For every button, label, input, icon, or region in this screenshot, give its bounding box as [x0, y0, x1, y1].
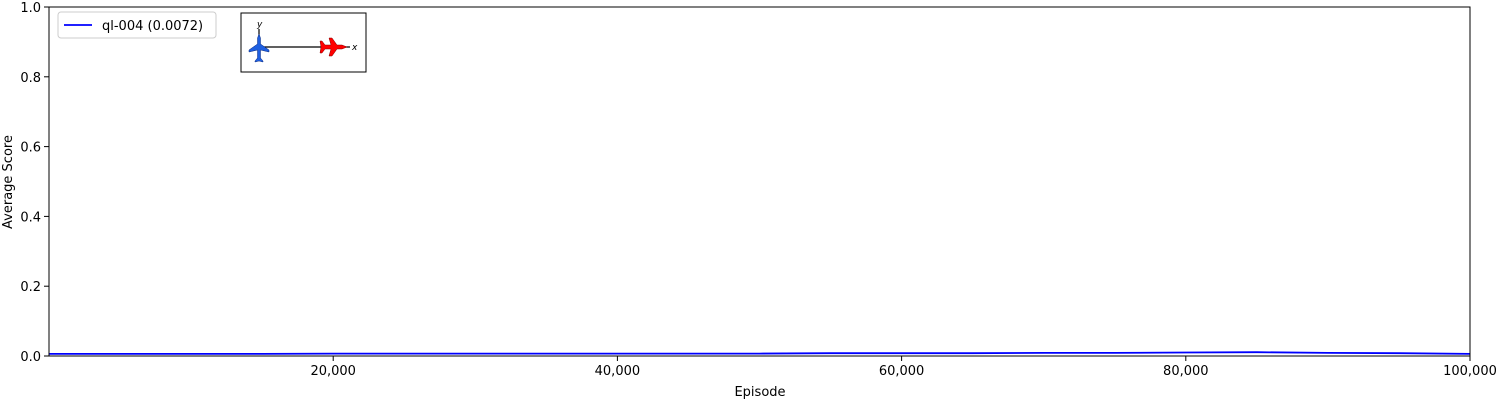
- legend-label-ql-004: ql-004 (0.0072): [102, 19, 203, 34]
- inset-x-label: x: [351, 43, 358, 53]
- x-tick-label: 40,000: [595, 364, 641, 379]
- series-line-0: [49, 351, 1471, 355]
- blue-aircraft-icon: [248, 33, 270, 63]
- y-tick-label: 0.8: [20, 71, 41, 86]
- y-tick-label: 0.4: [20, 210, 41, 225]
- inset-frame: [240, 12, 367, 73]
- x-tick-label: 100,000: [1443, 364, 1497, 379]
- y-axis-label: Average Score: [1, 135, 16, 229]
- red-aircraft-icon: [319, 37, 348, 57]
- y-tick-label: 0.6: [20, 141, 41, 156]
- y-tick-label: 1.0: [20, 1, 41, 16]
- ticks-layer: 20,000 40,000 60,000 80,000 100,000 0.0 0.2 0.4…: [20, 1, 1497, 379]
- x-tick-label: 20,000: [310, 364, 356, 379]
- legend-box: [57, 11, 217, 39]
- x-tick-label: 80,000: [1163, 364, 1209, 379]
- plot-frame: [48, 6, 1471, 357]
- y-tick-label: 0.0: [20, 350, 41, 365]
- x-axis-label: Episode: [734, 385, 785, 400]
- x-tick-label: 60,000: [879, 364, 925, 379]
- inset-diagram: y x: [240, 12, 367, 73]
- series-layer: [49, 351, 1471, 355]
- legend: ql-004 (0.0072): [57, 11, 217, 39]
- inset-y-label: y: [256, 20, 263, 30]
- y-tick-label: 0.2: [20, 280, 41, 295]
